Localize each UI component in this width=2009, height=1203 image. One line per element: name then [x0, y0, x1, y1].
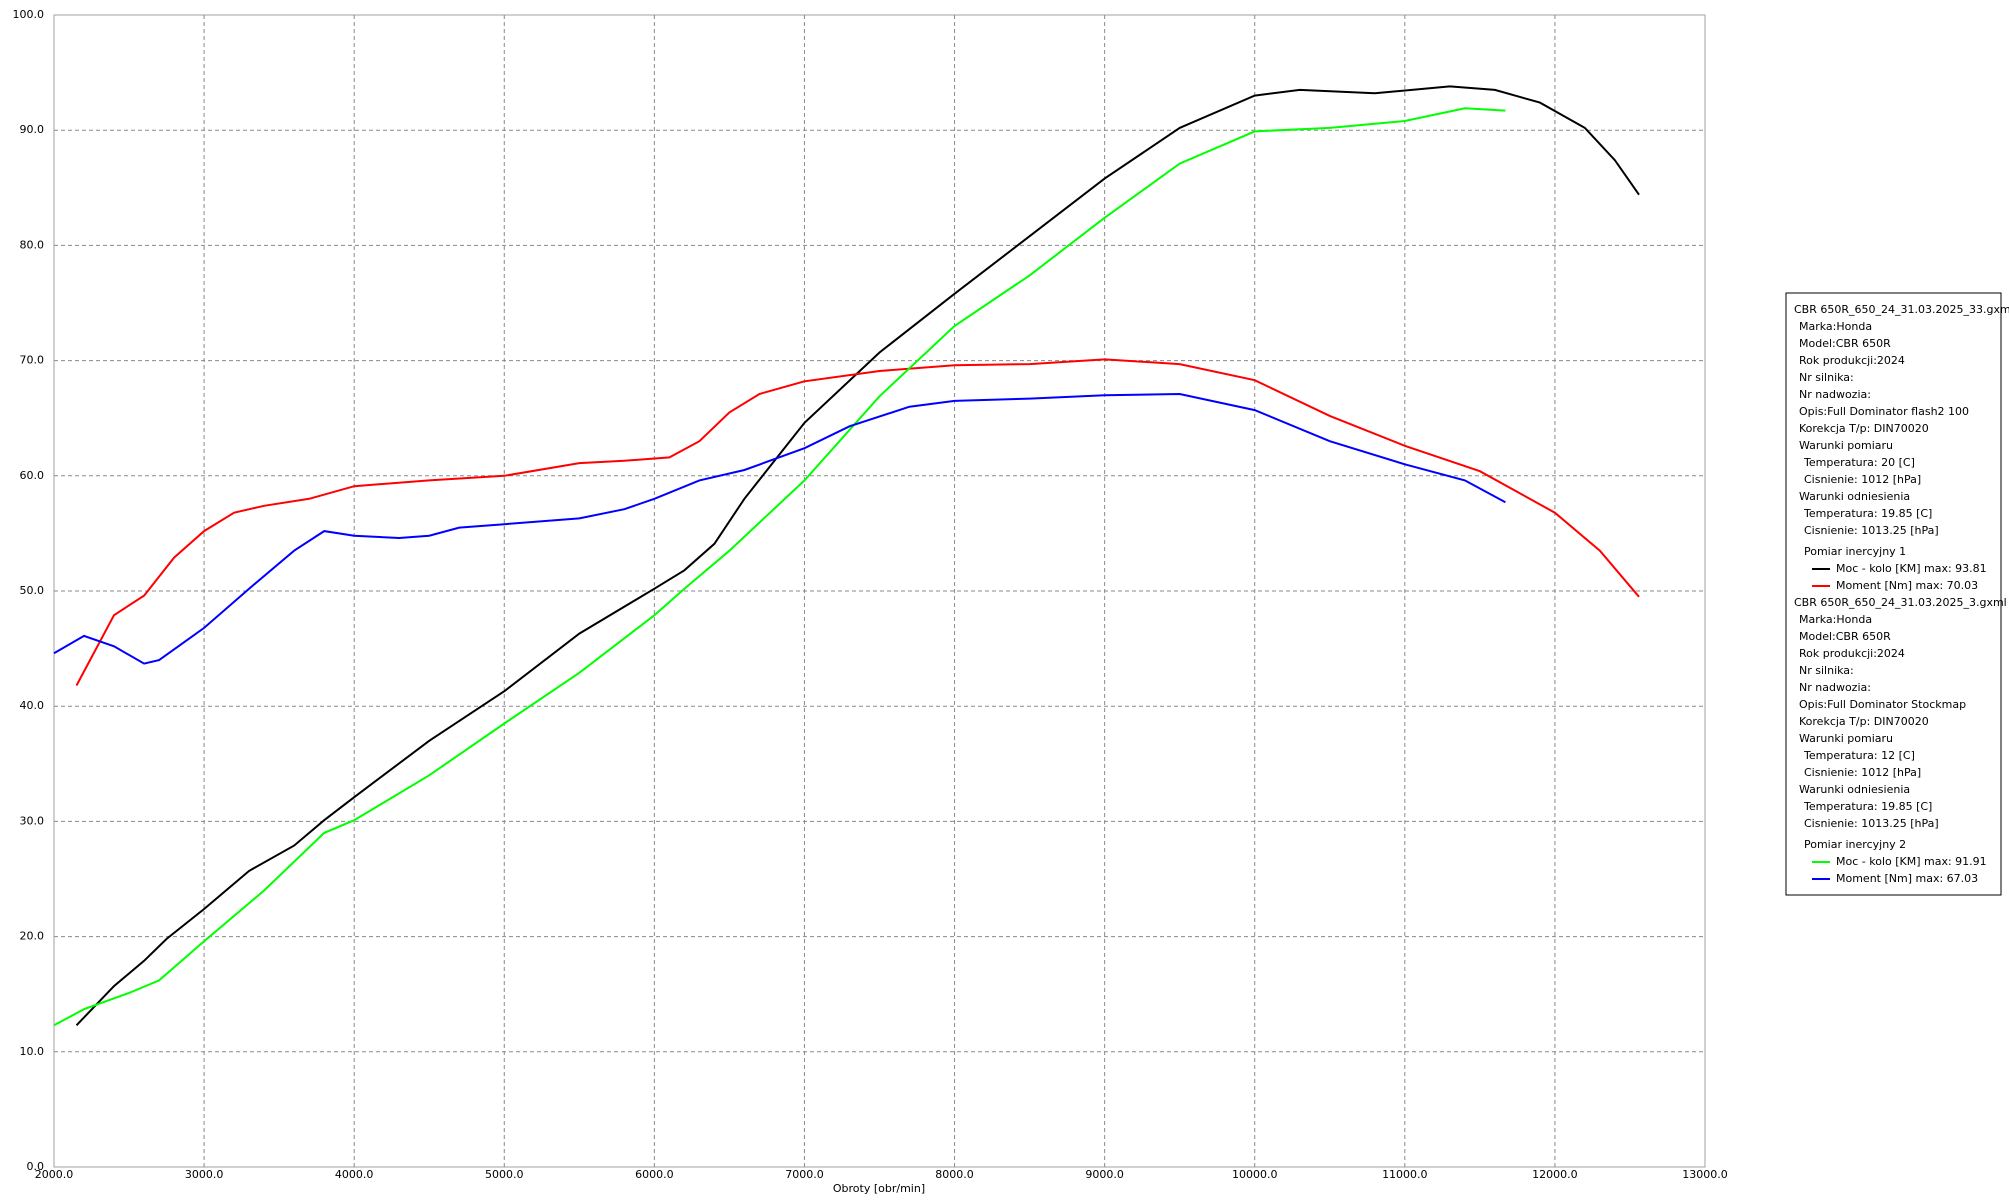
legend-heading: Warunki odniesienia — [1799, 783, 1910, 796]
x-tick-label: 13000.0 — [1682, 1168, 1728, 1181]
legend-file: CBR 650R_650_24_31.03.2025_33.gxml — [1794, 303, 2009, 316]
x-tick-label: 8000.0 — [935, 1168, 974, 1181]
legend-info: Nr nadwozia: — [1799, 388, 1871, 401]
y-tick-label: 20.0 — [20, 930, 45, 943]
y-tick-label: 80.0 — [20, 238, 45, 251]
legend-info: Nr silnika: — [1799, 371, 1854, 384]
y-tick-label: 90.0 — [20, 123, 45, 136]
x-tick-label: 3000.0 — [185, 1168, 224, 1181]
x-tick-label: 2000.0 — [35, 1168, 74, 1181]
legend-info: Cisnienie: 1013.25 [hPa] — [1804, 817, 1939, 830]
legend-box — [1785, 292, 2002, 896]
x-tick-label: 10000.0 — [1232, 1168, 1278, 1181]
x-tick-label: 7000.0 — [785, 1168, 824, 1181]
x-tick-label: 4000.0 — [335, 1168, 374, 1181]
legend-info: Nr nadwozia: — [1799, 681, 1871, 694]
x-tick-label: 5000.0 — [485, 1168, 524, 1181]
y-tick-label: 50.0 — [20, 584, 45, 597]
legend-info: Cisnienie: 1012 [hPa] — [1804, 473, 1921, 486]
legend-entry: Moc - kolo [KM] max: 91.91 — [1836, 855, 1987, 868]
legend-info: Marka:Honda — [1799, 613, 1872, 626]
x-tick-label: 6000.0 — [635, 1168, 674, 1181]
y-tick-label: 10.0 — [20, 1045, 45, 1058]
legend-info: Temperatura: 20 [C] — [1803, 456, 1915, 469]
x-tick-label: 11000.0 — [1382, 1168, 1428, 1181]
y-tick-label: 30.0 — [20, 814, 45, 827]
x-tick-label: 12000.0 — [1532, 1168, 1578, 1181]
legend-info: Temperatura: 19.85 [C] — [1803, 507, 1932, 520]
legend-run: Pomiar inercyjny 1 — [1804, 545, 1906, 558]
legend-heading: Warunki odniesienia — [1799, 490, 1910, 503]
y-tick-label: 100.0 — [13, 8, 45, 21]
series-line — [75, 358, 1640, 686]
y-tick-label: 60.0 — [20, 469, 45, 482]
legend-info: Temperatura: 12 [C] — [1803, 749, 1915, 762]
legend-info: Cisnienie: 1012 [hPa] — [1804, 766, 1921, 779]
legend-info: Nr silnika: — [1799, 664, 1854, 677]
series-line — [53, 392, 1506, 665]
legend-entry: Moment [Nm] max: 67.03 — [1836, 872, 1978, 885]
legend-entry: Moc - kolo [KM] max: 93.81 — [1836, 562, 1987, 575]
legend-info: Korekcja T/p: DIN70020 — [1799, 422, 1929, 435]
legend-heading: Warunki pomiaru — [1799, 439, 1893, 452]
x-axis-label: Obroty [obr/min] — [833, 1182, 925, 1195]
legend-info: Opis:Full Dominator flash2 100 — [1799, 405, 1969, 418]
legend-info: Rok produkcji:2024 — [1799, 354, 1905, 367]
legend-info: Rok produkcji:2024 — [1799, 647, 1905, 660]
y-tick-label: 70.0 — [20, 354, 45, 367]
legend-file: CBR 650R_650_24_31.03.2025_3.gxml — [1794, 596, 2007, 609]
legend-info: Temperatura: 19.85 [C] — [1803, 800, 1932, 813]
legend-info: Model:CBR 650R — [1799, 630, 1891, 643]
series-line — [53, 107, 1506, 1027]
legend-info: Korekcja T/p: DIN70020 — [1799, 715, 1929, 728]
legend-info: Model:CBR 650R — [1799, 337, 1891, 350]
legend-entry: Moment [Nm] max: 70.03 — [1836, 579, 1978, 592]
legend-run: Pomiar inercyjny 2 — [1804, 838, 1906, 851]
legend-info: Opis:Full Dominator Stockmap — [1799, 698, 1966, 711]
legend-info: Cisnienie: 1013.25 [hPa] — [1804, 524, 1939, 537]
legend-heading: Warunki pomiaru — [1799, 732, 1893, 745]
y-tick-label: 40.0 — [20, 699, 45, 712]
series-line — [75, 85, 1640, 1026]
legend-info: Marka:Honda — [1799, 320, 1872, 333]
x-tick-label: 9000.0 — [1085, 1168, 1124, 1181]
y-tick-label: 0.0 — [27, 1160, 45, 1173]
